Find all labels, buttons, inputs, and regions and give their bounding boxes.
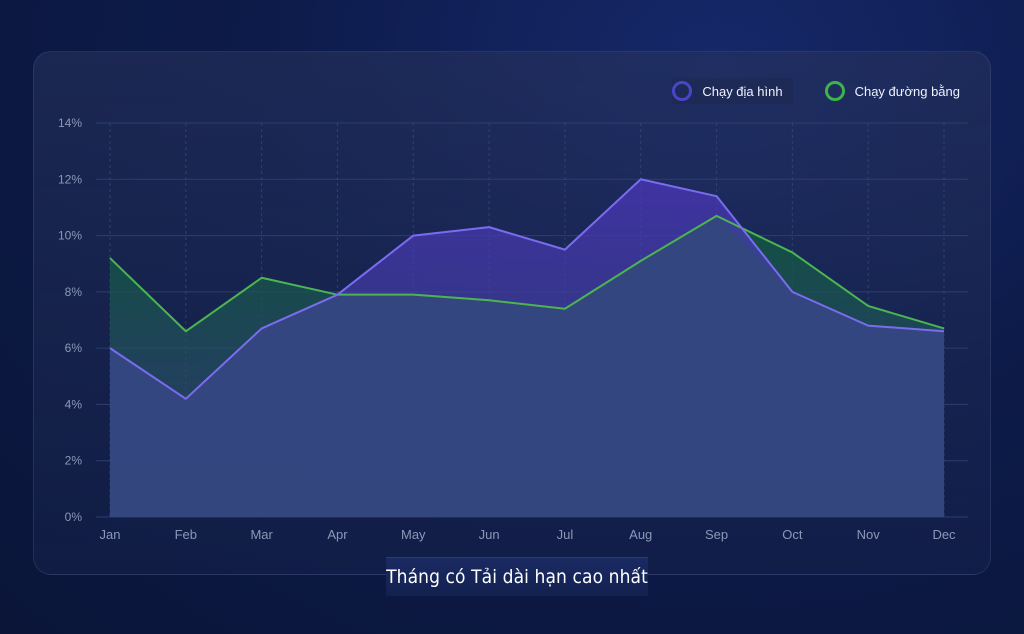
line-trail [109,178,945,400]
legend-trail-marker-icon [672,81,693,101]
legend-item-road[interactable]: Chạy đường bằng [824,78,966,104]
y-tick-label: 8% [65,285,83,299]
legend-trail-label: Chạy địa hình [702,83,783,99]
legend-road-marker-icon [824,81,845,101]
y-tick-label: 2% [65,454,83,468]
legend: Chạy địa hình Chạy đường bằng [672,78,966,104]
x-tick-label: May [401,527,426,542]
x-tick-label: Sep [705,527,728,542]
x-tick-label: Apr [327,527,348,542]
x-tick-label: Jan [100,527,121,542]
y-tick-label: 0% [65,510,83,524]
x-axis-title: Tháng có Tải dài hạn cao nhất [386,557,648,596]
y-tick-label: 14% [58,116,82,130]
line-road [109,214,945,333]
y-tick-label: 6% [65,341,83,355]
y-tick-label: 10% [58,229,82,243]
x-tick-label: Jun [479,527,500,542]
x-tick-label: Oct [782,527,803,542]
x-tick-label: Aug [629,527,652,542]
y-tick-label: 12% [58,172,82,186]
x-tick-label: Nov [857,527,881,542]
x-tick-label: Jul [557,527,574,542]
x-tick-label: Dec [932,527,956,542]
x-tick-label: Feb [175,527,197,542]
area-overlap [110,215,944,517]
legend-item-trail[interactable]: Chạy địa hình [672,78,793,104]
x-tick-label: Mar [250,527,273,542]
legend-road-label: Chạy đường bằng [854,83,960,99]
y-tick-label: 4% [65,397,83,411]
